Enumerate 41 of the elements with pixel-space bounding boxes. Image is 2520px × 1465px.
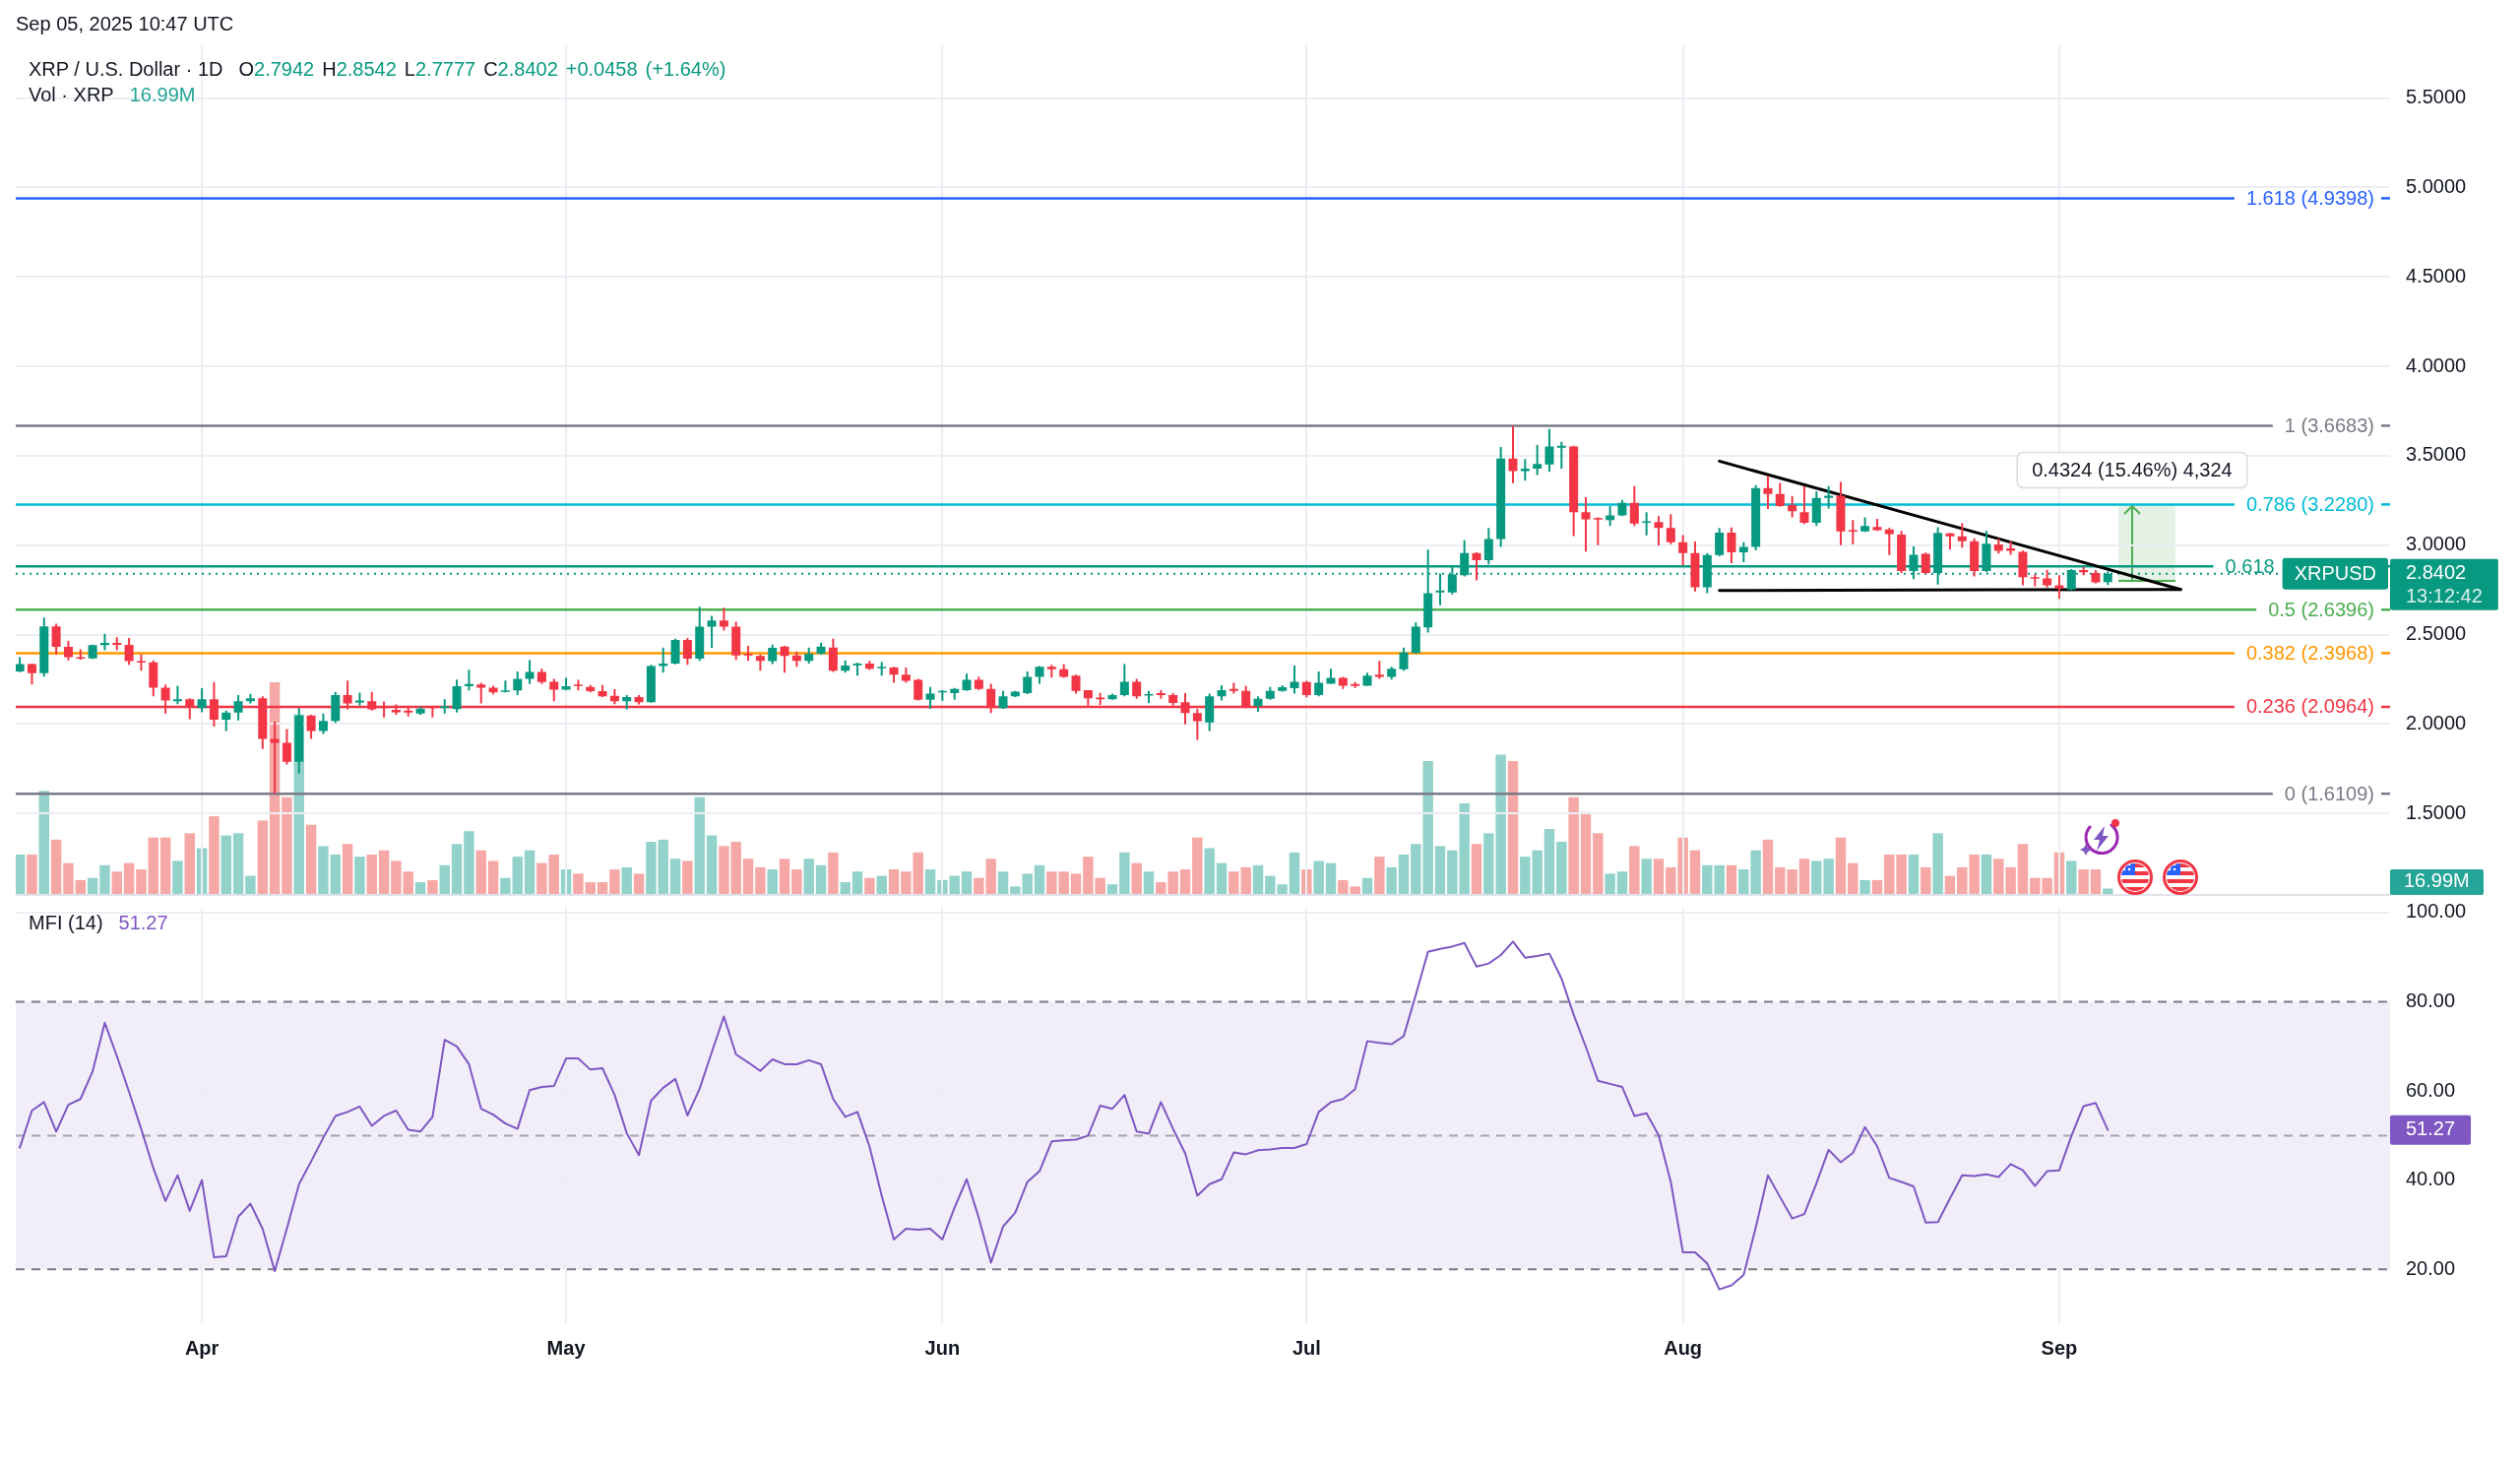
y-tick-label: 5.5000 (2406, 86, 2467, 108)
ref-line-label: 1.618 (4.9398) (2245, 186, 2374, 209)
text: XRP / U.S. Dollar · 1D (29, 58, 223, 80)
ref-line-label: 0.5 (2.6396) (2268, 598, 2374, 620)
y-tick-label: 2.5000 (2406, 622, 2467, 645)
text: 16.99M (2390, 869, 2484, 895)
x-tick-label: Jul (1292, 1336, 1321, 1359)
chart-subtitle: 51.27 (118, 912, 168, 933)
text: O2.7942 H2.8542 L2.7777 C2.8402 +0.0458 (+1.64%) (238, 58, 726, 80)
text: 13:12:42 (2406, 585, 2483, 607)
ref-line-label: 0.236 (2.0964) (2245, 695, 2374, 718)
y-tick-label: 51.27 (2406, 1117, 2456, 1140)
chart-title: MFI (14) (29, 912, 103, 933)
y-tick-label: 4.0000 (2406, 353, 2467, 376)
x-tick-label: May (546, 1336, 587, 1359)
x-tick-label: Jun (924, 1336, 961, 1359)
y-tick-label: 100.00 (2406, 900, 2467, 923)
y-tick-label: 3.5000 (2406, 443, 2467, 466)
ref-line-label: 0 (1.6109) (2284, 782, 2374, 804)
y-tick-label: 3.0000 (2406, 533, 2467, 555)
x-tick-label: Aug (1664, 1336, 1703, 1359)
y-tick-label: 80.00 (2406, 989, 2456, 1012)
text: 16.99M (129, 84, 196, 105)
ref-line-label: 0.786 (3.2280) (2245, 492, 2374, 515)
chart-title: Vol · XRP (29, 84, 114, 105)
y-tick-label: 40.00 (2406, 1168, 2456, 1190)
text: Sep 05, 2025 10:47 UTC (16, 12, 234, 35)
annotation: 0.4324 (15.46%) 4,324 (2032, 458, 2233, 480)
y-tick-label: 60.00 (2406, 1078, 2456, 1101)
x-tick-label: Sep (2041, 1336, 2078, 1359)
ref-line-label: 0.382 (2.3968) (2245, 641, 2374, 664)
y-tick-label: 4.5000 (2406, 264, 2467, 287)
y-tick-label: 5.0000 (2406, 174, 2467, 197)
ref-line-label: 1 (3.6683) (2284, 414, 2374, 436)
y-tick-label: 2.0000 (2406, 712, 2467, 734)
y-tick-label: 1.5000 (2406, 800, 2467, 823)
annotation: 0.618 (2225, 554, 2275, 577)
ref-line-label: XRPUSD (2294, 562, 2376, 585)
y-tick-label: 20.00 (2406, 1256, 2456, 1279)
x-tick-label: Apr (184, 1336, 220, 1359)
y-tick-label: 2.8402 (2406, 561, 2467, 584)
